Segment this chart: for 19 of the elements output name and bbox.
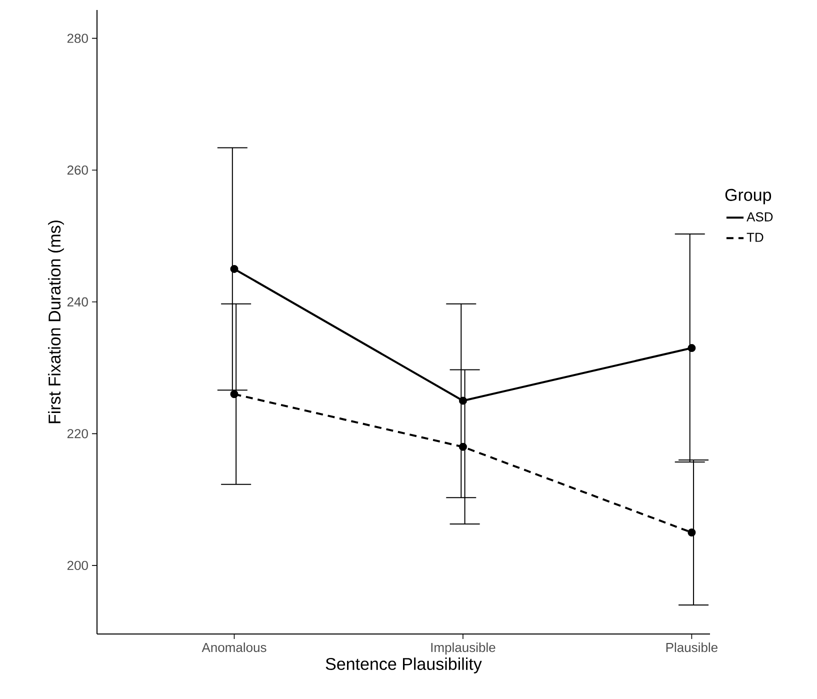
point [688,528,696,537]
point [230,264,238,273]
y-tick-label: 240 [67,297,88,306]
point [458,396,467,405]
y-tick-label: 280 [67,34,88,43]
x-axis-title: Sentence Plausibility [326,658,482,674]
y-axis-title: First Fixation Duration (ms) [48,220,64,424]
y-tick-label: 260 [67,166,88,175]
point [458,442,467,451]
y-tick-label: 220 [67,429,88,438]
x-tick-label: Implausible [431,642,496,655]
y-tick-label: 200 [67,560,88,570]
legend-label: TD [746,232,764,242]
legend-title: Group [725,188,772,204]
x-tick-label: Plausible [666,642,718,652]
point [230,390,238,398]
point [688,344,696,352]
legend-label: ASD [746,212,773,222]
x-tick-label: Anomalous [202,642,266,652]
